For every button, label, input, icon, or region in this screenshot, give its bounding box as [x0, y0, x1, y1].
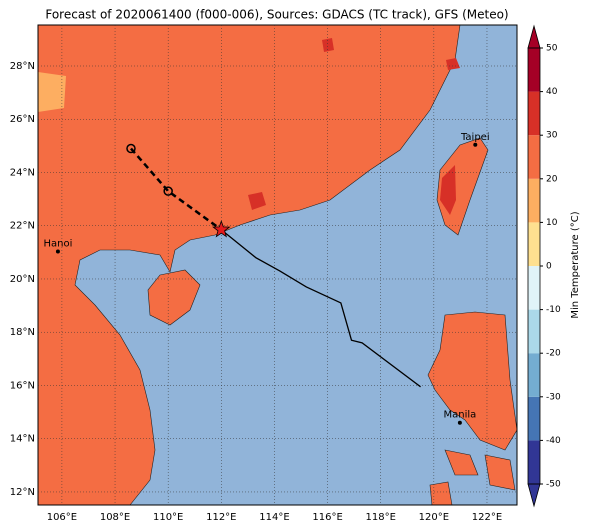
city-dot [55, 249, 60, 254]
colorbar-tick-label: -10 [546, 305, 561, 315]
x-tick-label: 110°E [153, 512, 183, 523]
y-tick-label: 18°N [10, 327, 35, 338]
colorbar-tick-label: -20 [546, 349, 561, 359]
colorbar-tick-label: -40 [546, 436, 561, 446]
colorbar-bin [528, 91, 540, 136]
colorbar-bin [528, 353, 540, 397]
colorbar-tick-label: 10 [546, 218, 558, 228]
city-dot [457, 420, 462, 425]
map-frame [37, 24, 518, 506]
colorbar-tick-label: 30 [546, 131, 558, 141]
colorbar-bin [528, 222, 540, 266]
colorbar-bin [528, 178, 540, 223]
colorbar-tick-label: -30 [546, 392, 561, 402]
colorbar-tick-label: 40 [546, 87, 558, 97]
hainan [147, 269, 201, 326]
x-tick-label: 112°E [206, 512, 236, 523]
track-line [220, 229, 421, 388]
y-tick-label: 28°N [10, 61, 35, 72]
colorbar-extend-top [527, 24, 541, 49]
city-dot [473, 142, 478, 147]
colorbar-bin [528, 396, 540, 441]
taiwan-mountains [440, 165, 456, 215]
y-tick-label: 24°N [10, 167, 35, 178]
mainland [38, 25, 461, 505]
colorbar-extend-bottom [527, 483, 541, 508]
cool-patch [38, 72, 66, 112]
x-tick-label: 116°E [312, 512, 342, 523]
colorbar-tick-label: 0 [546, 262, 552, 272]
colorbar-tick-label: 20 [546, 174, 558, 184]
colorbar-bin [528, 266, 540, 310]
x-tick-label: 106°E [47, 512, 77, 523]
colorbar-bin [528, 440, 540, 484]
x-tick-label: 118°E [366, 512, 396, 523]
city-label: Hanoi [43, 239, 72, 250]
map-title: Forecast of 2020061400 (f000-006), Sourc… [45, 8, 508, 22]
y-tick-label: 14°N [10, 434, 35, 445]
overlay: Hanoi Taipei Manila [38, 25, 517, 505]
y-tick-label: 12°N [10, 487, 35, 498]
colorbar-tick-label: 50 [546, 44, 558, 54]
x-tick-label: 122°E [472, 512, 502, 523]
colorbar-tick-label: -50 [546, 480, 561, 490]
land [38, 25, 517, 505]
colorbar-label: Min Temperature (°C) [570, 211, 581, 318]
x-tick-label: 114°E [259, 512, 289, 523]
y-tick-label: 16°N [10, 380, 35, 391]
colorbar-bin [528, 309, 540, 354]
city-label: Taipei [460, 132, 490, 143]
y-tick-label: 22°N [10, 221, 35, 232]
track-point [126, 143, 136, 154]
y-tick-label: 26°N [10, 114, 35, 125]
colorbar-bin [528, 135, 540, 179]
colorbar-bin [528, 48, 540, 92]
y-tick-label: 20°N [10, 274, 35, 285]
city-label: Manila [443, 410, 476, 421]
luzon [427, 311, 517, 451]
track-line [130, 147, 223, 231]
storm-position [212, 220, 231, 238]
islands [429, 449, 516, 505]
track-point [163, 186, 173, 196]
x-tick-label: 108°E [100, 512, 130, 523]
x-tick-label: 120°E [419, 512, 449, 523]
